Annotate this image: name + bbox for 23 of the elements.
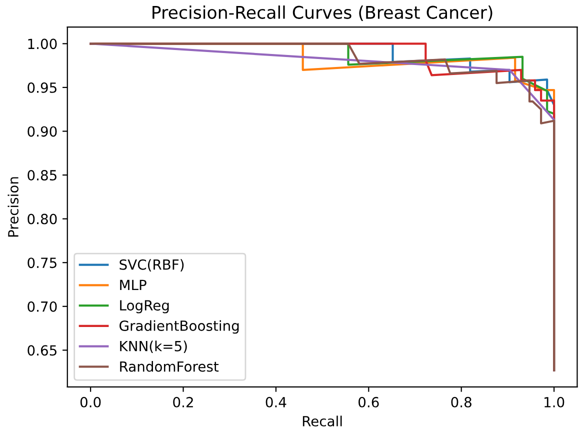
y-tick-label: 0.75	[28, 258, 56, 268]
x-tick-label: 0.2	[173, 396, 193, 408]
legend-label: SVC(RBF)	[120, 259, 184, 272]
y-tick-label: 0.90	[28, 126, 57, 137]
x-tick-label: 0.0	[80, 396, 101, 408]
x-tick-label: 0.4	[266, 396, 286, 408]
y-tick-label: 0.95	[28, 82, 56, 93]
y-axis-title: Precision	[8, 177, 18, 237]
x-axis-title: Recall	[302, 416, 342, 426]
chart-title: Precision-Recall Curves (Breast Cancer)	[152, 6, 492, 21]
x-tick-label: 0.6	[358, 396, 379, 408]
y-tick-label: 0.85	[28, 170, 56, 180]
y-tick-label: 0.80	[28, 214, 57, 224]
y-tick-label: 0.65	[28, 345, 56, 356]
legend-label: KNN(k=5)	[120, 340, 187, 354]
x-tick-label: 0.8	[451, 396, 472, 408]
x-tick-label: 1.0	[544, 396, 564, 408]
legend-label: RandomForest	[120, 361, 219, 372]
y-tick-label: 0.70	[28, 301, 57, 312]
legend-label: LogReg	[120, 300, 169, 314]
y-tick-label: 1.00	[28, 38, 57, 50]
legend-label: GradientBoosting	[120, 320, 239, 334]
legend-label: MLP	[120, 280, 146, 290]
